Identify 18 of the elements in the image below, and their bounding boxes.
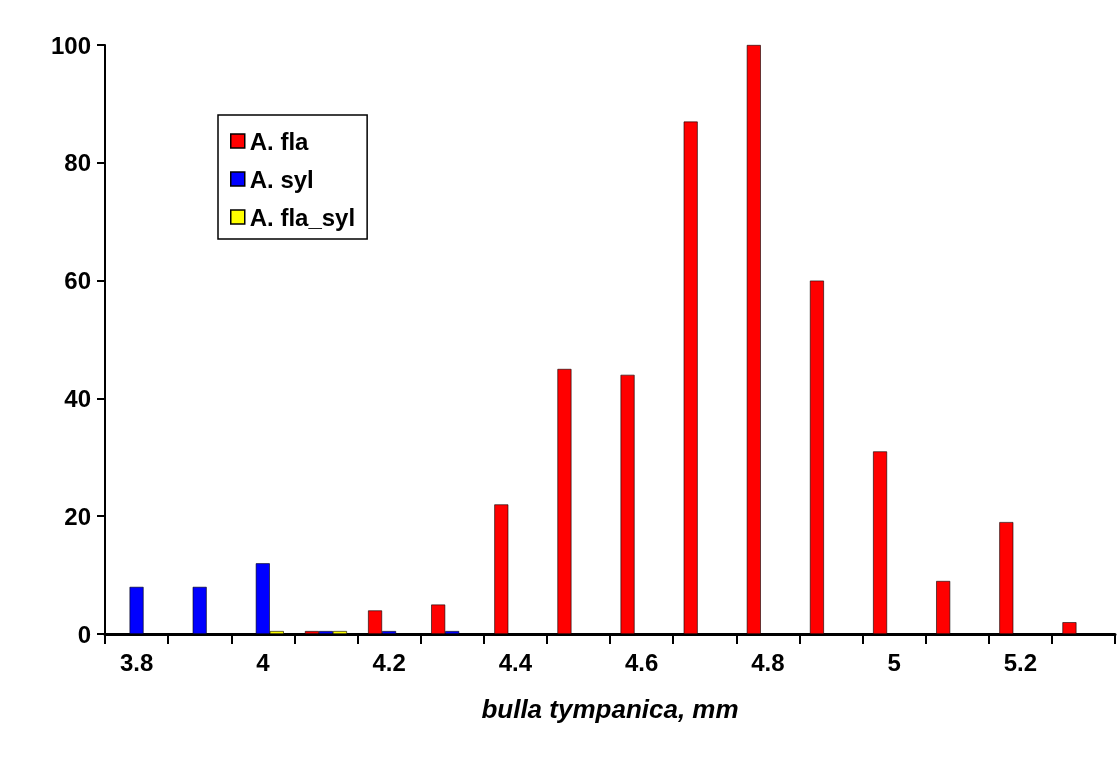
x-tick-label: 4.6 — [624, 648, 659, 676]
x-tick-label: 4 — [256, 648, 271, 676]
y-tick-label: 100 — [50, 31, 91, 59]
x-tick-label: 4.2 — [372, 648, 406, 676]
x-tick-label: 5 — [887, 648, 901, 676]
x-tick-label: 5.2 — [1003, 648, 1037, 676]
y-tick-label: 60 — [64, 267, 91, 295]
y-tick-label: 80 — [64, 149, 91, 177]
y-tick-label: 40 — [64, 384, 91, 412]
x-axis-title: bulla tympanica, mm — [481, 694, 739, 724]
x-tick-label: 4.4 — [498, 648, 533, 676]
y-tick-label: 20 — [64, 502, 91, 530]
y-tick-label: 0 — [77, 620, 91, 648]
x-tick-label: 4.8 — [751, 648, 785, 676]
legend-label: A. fla — [249, 127, 310, 155]
legend-label: A. fla_syl — [249, 203, 356, 231]
x-tick-label: 3.8 — [119, 648, 154, 676]
legend-label: A. syl — [249, 165, 314, 193]
